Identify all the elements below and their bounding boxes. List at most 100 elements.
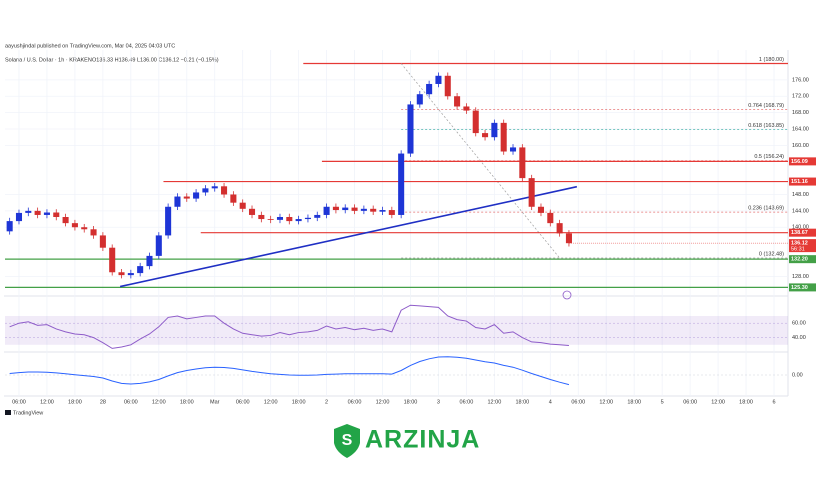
publisher: aayushjindal published on TradingView.co… [5,43,175,49]
x-tick-label: 28 [100,399,106,405]
candle-body [342,207,349,211]
fib-label: 0.5 (156.24) [754,154,784,160]
candle-body [230,194,237,203]
price-tag [789,255,816,264]
y-tick-label: 148.00 [792,192,809,198]
candle-body [528,178,535,207]
candle-body [248,208,256,215]
candle-body [351,207,358,211]
candle-body [6,221,13,232]
price-tag [789,157,816,166]
candle-body [81,227,88,230]
candle-body [565,233,572,244]
x-tick-label: 06:00 [460,399,474,405]
tradingview-logo: TradingView [5,410,43,416]
candle-body [221,186,228,195]
candle-body [258,214,265,220]
candle-body [202,188,209,193]
candle-body [239,202,246,209]
candle-body [90,229,97,236]
candle-body [146,255,153,267]
fib-link [400,63,560,259]
x-tick-label: 18:00 [515,399,529,405]
y-tick-label: 144.00 [792,208,809,214]
candle-body [15,212,23,222]
x-tick-label: 6 [772,399,775,405]
candle-body [556,223,563,234]
x-tick-label: 18:00 [627,399,641,405]
candle-body [43,212,50,215]
candle-body [323,206,330,215]
price-tag [789,177,816,186]
y-tick-label: 172.00 [792,94,809,100]
watermark: ARZINJA [365,426,480,454]
x-tick-label: 5 [661,399,664,405]
trendline [119,185,578,288]
arzinja-logo: S ARZINJA [334,424,480,458]
candle-body [491,122,498,138]
candle-body [174,196,181,207]
y-tick-label: 140.00 [792,225,809,231]
x-tick-label: 18:00 [68,399,82,405]
last-price-tag [789,239,816,253]
rsi-tick-label: 60.00 [792,321,806,327]
candle-body [34,210,41,215]
candle-body [62,217,69,224]
price-tag-label: 125.30 [791,285,808,291]
countdown-label: 56:31 [791,247,805,253]
candle-body [379,210,386,212]
candle-body [472,110,479,134]
price-tag-label: 132.20 [791,257,808,263]
chart-title: Solana / U.S. Dollar · 1h · KRAKEN [5,57,92,63]
candle-body [416,94,423,105]
price-tag [789,283,816,292]
candle-body [267,219,274,220]
rsi-tick-label: 40.00 [792,335,806,341]
candle-body [435,75,442,84]
panes [4,50,789,397]
candle-body [118,272,125,276]
fib-label: 0.236 (143.69) [748,206,784,212]
candle-body [276,217,284,220]
candle-body [444,75,451,97]
rsi-line [9,304,569,349]
candle-body [109,247,116,273]
y-tick-label: 128.00 [792,274,809,280]
x-tick-label: 18:00 [180,399,194,405]
candle-body [165,206,172,236]
candle-body [295,219,302,222]
y-tick-label: 176.00 [792,77,809,83]
price-tag [789,228,816,237]
x-tick-label: 12:00 [264,399,278,405]
x-tick-label: 3 [437,399,440,405]
candle-body [426,83,433,95]
candle-body [537,206,545,213]
candle-body [286,217,293,222]
candle-body [127,273,134,276]
x-tick-label: 18:00 [404,399,418,405]
x-tick-label: 06:00 [571,399,585,405]
x-tick-label: 12:00 [152,399,166,405]
x-tick-label: 06:00 [236,399,250,405]
candle-body [53,212,60,218]
candle-body [454,96,461,107]
candle-body [314,214,321,218]
candle-body [211,186,218,189]
x-tick-label: 12:00 [599,399,613,405]
logo-icon [5,410,11,415]
fib-label: 1 (180.00) [759,57,784,63]
price-tag-label: 151.16 [791,179,808,185]
fib-label: 0.764 (168.79) [748,103,784,109]
candle-body [25,210,32,213]
candle-body [500,122,507,152]
replay-icon[interactable] [562,290,572,300]
candle-body [155,235,162,256]
logo-shield [334,424,360,458]
candle-body [332,206,339,211]
x-tick-label: 12:00 [40,399,54,405]
candle-body [463,106,470,111]
x-tick-label: 12:00 [376,399,390,405]
macd-tick-label: 0.00 [792,372,803,378]
price-tag-label: 138.67 [791,230,808,236]
